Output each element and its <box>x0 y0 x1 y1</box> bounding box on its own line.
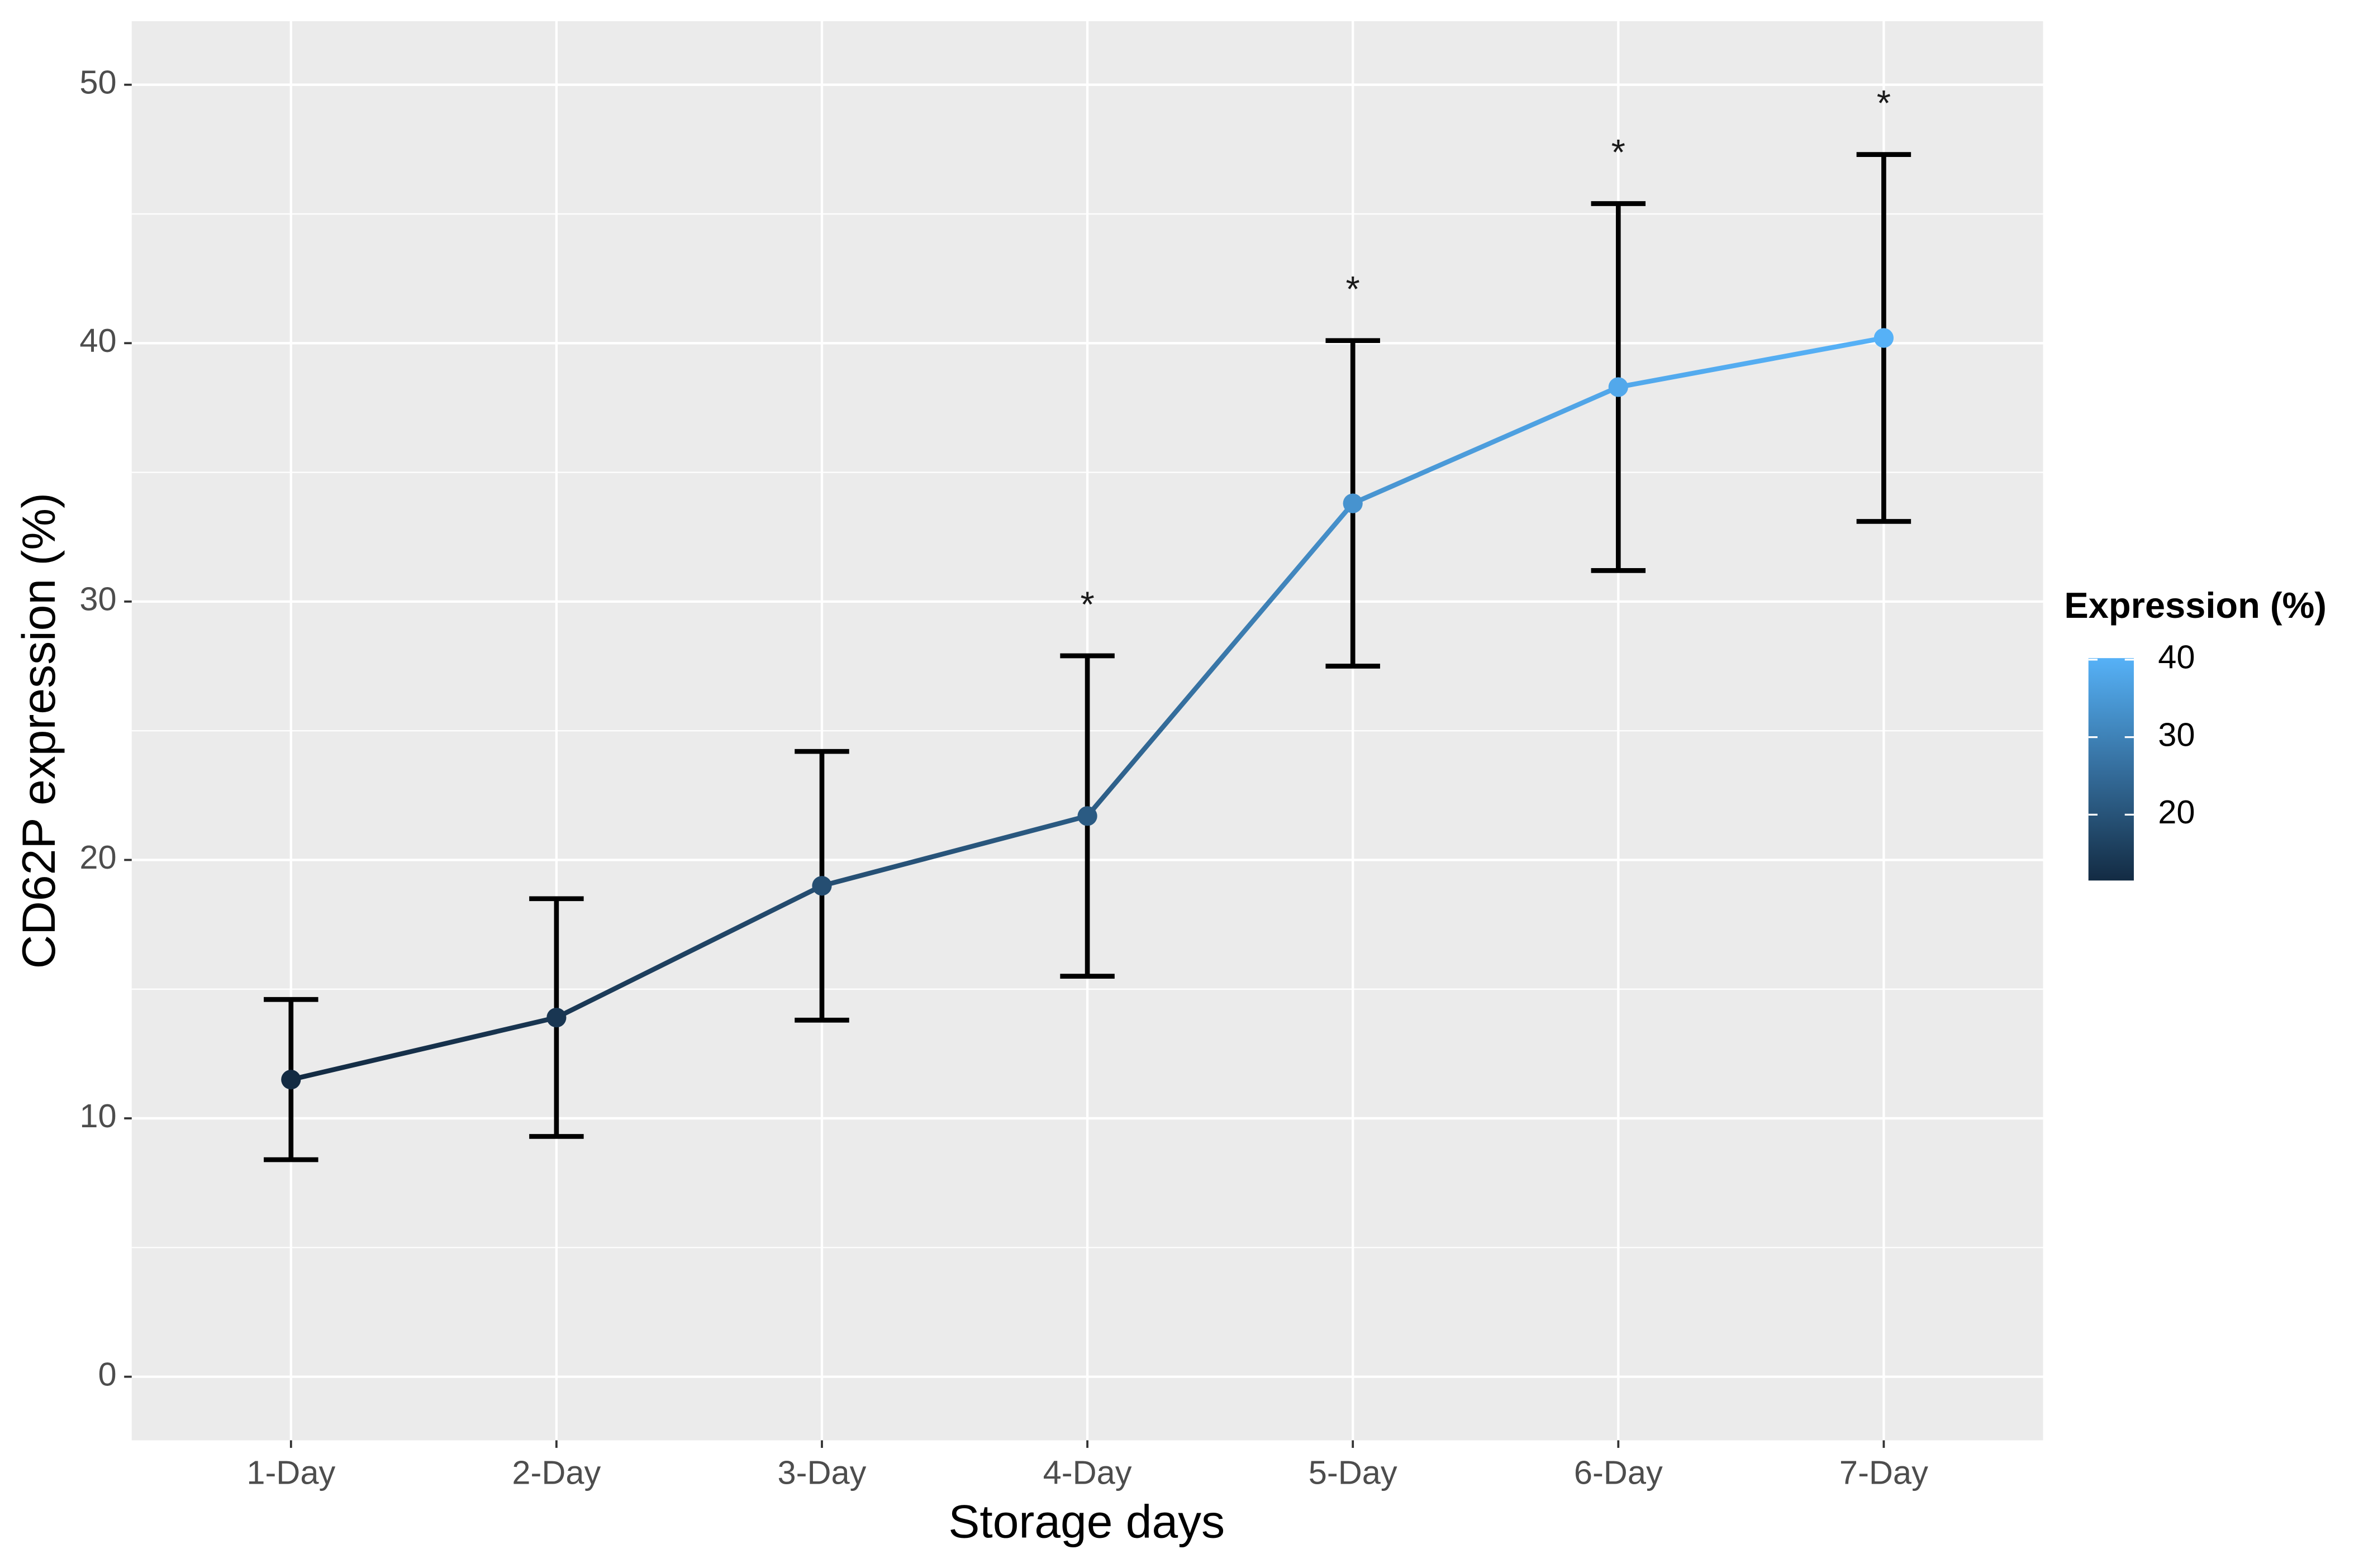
y-tick-label: 10 <box>79 1097 116 1135</box>
point <box>546 1008 567 1028</box>
y-tick-label: 40 <box>79 322 116 359</box>
point <box>1873 328 1894 348</box>
x-tick-label: 7-Day <box>1839 1453 1928 1491</box>
x-tick-label: 3-Day <box>778 1453 867 1491</box>
colorbar <box>2088 658 2134 881</box>
point <box>281 1070 301 1090</box>
point <box>1077 806 1097 826</box>
colorbar-tick-label: 20 <box>2158 793 2195 831</box>
y-tick-label: 0 <box>98 1355 117 1393</box>
significance-label: * <box>1346 269 1360 309</box>
significance-label: * <box>1080 584 1094 625</box>
x-axis-title: Storage days <box>948 1495 1225 1547</box>
colorbar-tick-label: 40 <box>2158 638 2195 676</box>
x-tick-label: 4-Day <box>1043 1453 1132 1491</box>
y-axis-title: CD62P expression (%) <box>12 493 65 969</box>
point <box>1343 493 1363 513</box>
y-tick-label: 20 <box>79 838 116 876</box>
point <box>812 876 832 896</box>
x-tick-label: 5-Day <box>1309 1453 1397 1491</box>
legend-title: Expression (%) <box>2064 585 2327 626</box>
x-tick-label: 2-Day <box>512 1453 601 1491</box>
x-tick-label: 1-Day <box>246 1453 335 1491</box>
colorbar-tick-label: 30 <box>2158 716 2195 753</box>
x-tick-label: 6-Day <box>1574 1453 1663 1491</box>
significance-label: * <box>1611 132 1625 173</box>
significance-label: * <box>1877 83 1891 123</box>
y-tick-label: 30 <box>79 580 116 618</box>
y-tick-label: 50 <box>79 63 116 101</box>
point <box>1608 377 1628 397</box>
